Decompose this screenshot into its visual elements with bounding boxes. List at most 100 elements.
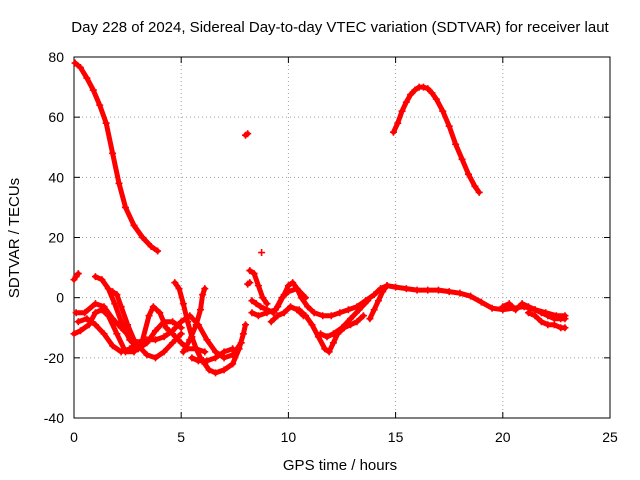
series-arc-14 xyxy=(248,279,569,320)
data-point xyxy=(205,366,213,374)
series-arc-9 xyxy=(179,285,209,356)
series-arc-23 xyxy=(499,300,569,323)
data-point xyxy=(289,279,297,287)
data-point xyxy=(91,309,99,317)
data-point xyxy=(91,321,99,329)
data-point xyxy=(134,339,142,347)
data-point xyxy=(192,345,200,353)
data-point xyxy=(531,312,539,320)
data-point xyxy=(383,282,391,290)
data-point xyxy=(452,140,460,148)
data-point xyxy=(188,354,196,362)
tick-layer: 0 5 10 15 20 25 -40 -20 0 20 40 60 80 xyxy=(44,49,618,445)
data-point xyxy=(407,91,415,99)
data-point xyxy=(424,286,432,294)
data-point xyxy=(355,306,363,314)
data-point xyxy=(287,303,295,311)
data-point xyxy=(464,170,472,178)
data-point xyxy=(76,327,84,335)
data-point xyxy=(199,291,207,299)
data-point xyxy=(398,107,406,115)
data-point xyxy=(212,354,220,362)
series-arc-7 xyxy=(109,288,138,344)
data-point xyxy=(263,300,271,308)
data-point xyxy=(304,303,312,311)
data-point xyxy=(192,321,200,329)
data-point xyxy=(113,291,121,299)
data-point xyxy=(353,318,361,326)
data-point xyxy=(179,300,187,308)
data-point xyxy=(242,321,250,329)
data-point xyxy=(263,309,271,317)
data-point xyxy=(235,345,243,353)
data-point xyxy=(456,289,464,297)
data-point xyxy=(248,297,256,305)
x-tick-label: 10 xyxy=(281,429,297,445)
data-point xyxy=(151,336,159,344)
data-point xyxy=(411,86,419,94)
data-point xyxy=(196,306,204,314)
data-point xyxy=(336,309,344,317)
data-point xyxy=(124,321,132,329)
series-arc-21 xyxy=(389,83,483,196)
data-point xyxy=(177,318,185,326)
x-tick-label: 20 xyxy=(495,429,511,445)
y-tick-label: -40 xyxy=(44,410,64,426)
data-point xyxy=(392,283,400,291)
series-arc-13 xyxy=(246,267,271,308)
data-point xyxy=(201,348,209,356)
data-point xyxy=(70,330,78,338)
data-point xyxy=(81,309,89,317)
data-point xyxy=(310,309,318,317)
data-point xyxy=(83,315,91,323)
data-point xyxy=(432,95,440,103)
data-point xyxy=(274,312,282,320)
data-point xyxy=(505,300,513,308)
series-arc-10 xyxy=(188,345,237,365)
y-tick-label: -20 xyxy=(44,350,64,366)
data-point xyxy=(126,345,134,353)
data-point xyxy=(160,348,168,356)
series-trace xyxy=(75,313,244,361)
data-point xyxy=(250,270,258,278)
series-arc-12 xyxy=(258,249,266,257)
chart-title: Day 228 of 2024, Sidereal Day-to-day VTE… xyxy=(71,19,609,36)
data-point xyxy=(518,300,526,308)
data-point xyxy=(329,330,337,338)
data-point xyxy=(525,309,533,317)
data-point xyxy=(162,324,170,332)
series-trace xyxy=(72,60,161,254)
grid-layer xyxy=(74,57,610,418)
data-point xyxy=(338,324,346,332)
series-arc-19 xyxy=(317,297,372,341)
data-point xyxy=(280,309,288,317)
data-point xyxy=(544,321,552,329)
data-point xyxy=(109,149,117,157)
data-point xyxy=(130,336,138,344)
data-point xyxy=(139,234,147,241)
data-point xyxy=(254,282,262,290)
data-point xyxy=(117,348,125,356)
data-point xyxy=(419,83,427,91)
data-point xyxy=(374,297,382,305)
data-point xyxy=(467,292,475,300)
data-point xyxy=(550,315,558,323)
data-point xyxy=(71,59,79,67)
data-point xyxy=(302,312,310,320)
data-point xyxy=(323,333,331,341)
data-point xyxy=(156,309,164,317)
data-point xyxy=(151,354,159,362)
data-point xyxy=(98,276,106,284)
data-point xyxy=(134,345,142,353)
data-point xyxy=(366,315,374,323)
data-point xyxy=(259,294,267,302)
data-point xyxy=(177,330,185,338)
data-point xyxy=(413,286,421,294)
data-point xyxy=(379,288,387,296)
data-point xyxy=(109,342,117,350)
data-point xyxy=(471,182,479,190)
data-point xyxy=(203,357,211,365)
data-point xyxy=(229,360,237,368)
y-tick-label: 40 xyxy=(48,169,64,185)
